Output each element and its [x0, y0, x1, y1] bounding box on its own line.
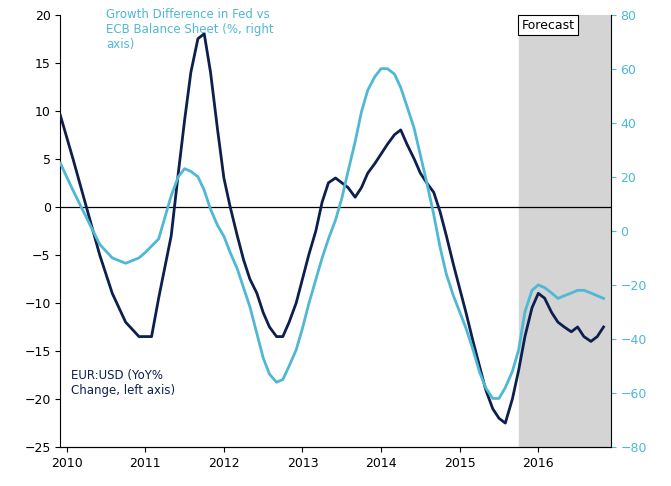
Text: Forecast: Forecast: [522, 19, 575, 32]
Text: EUR:USD (YoY%
Change, left axis): EUR:USD (YoY% Change, left axis): [70, 369, 174, 397]
Text: Growth Difference in Fed vs
ECB Balance Sheet (%, right
axis): Growth Difference in Fed vs ECB Balance …: [106, 8, 274, 51]
Bar: [519, 15, 623, 447]
